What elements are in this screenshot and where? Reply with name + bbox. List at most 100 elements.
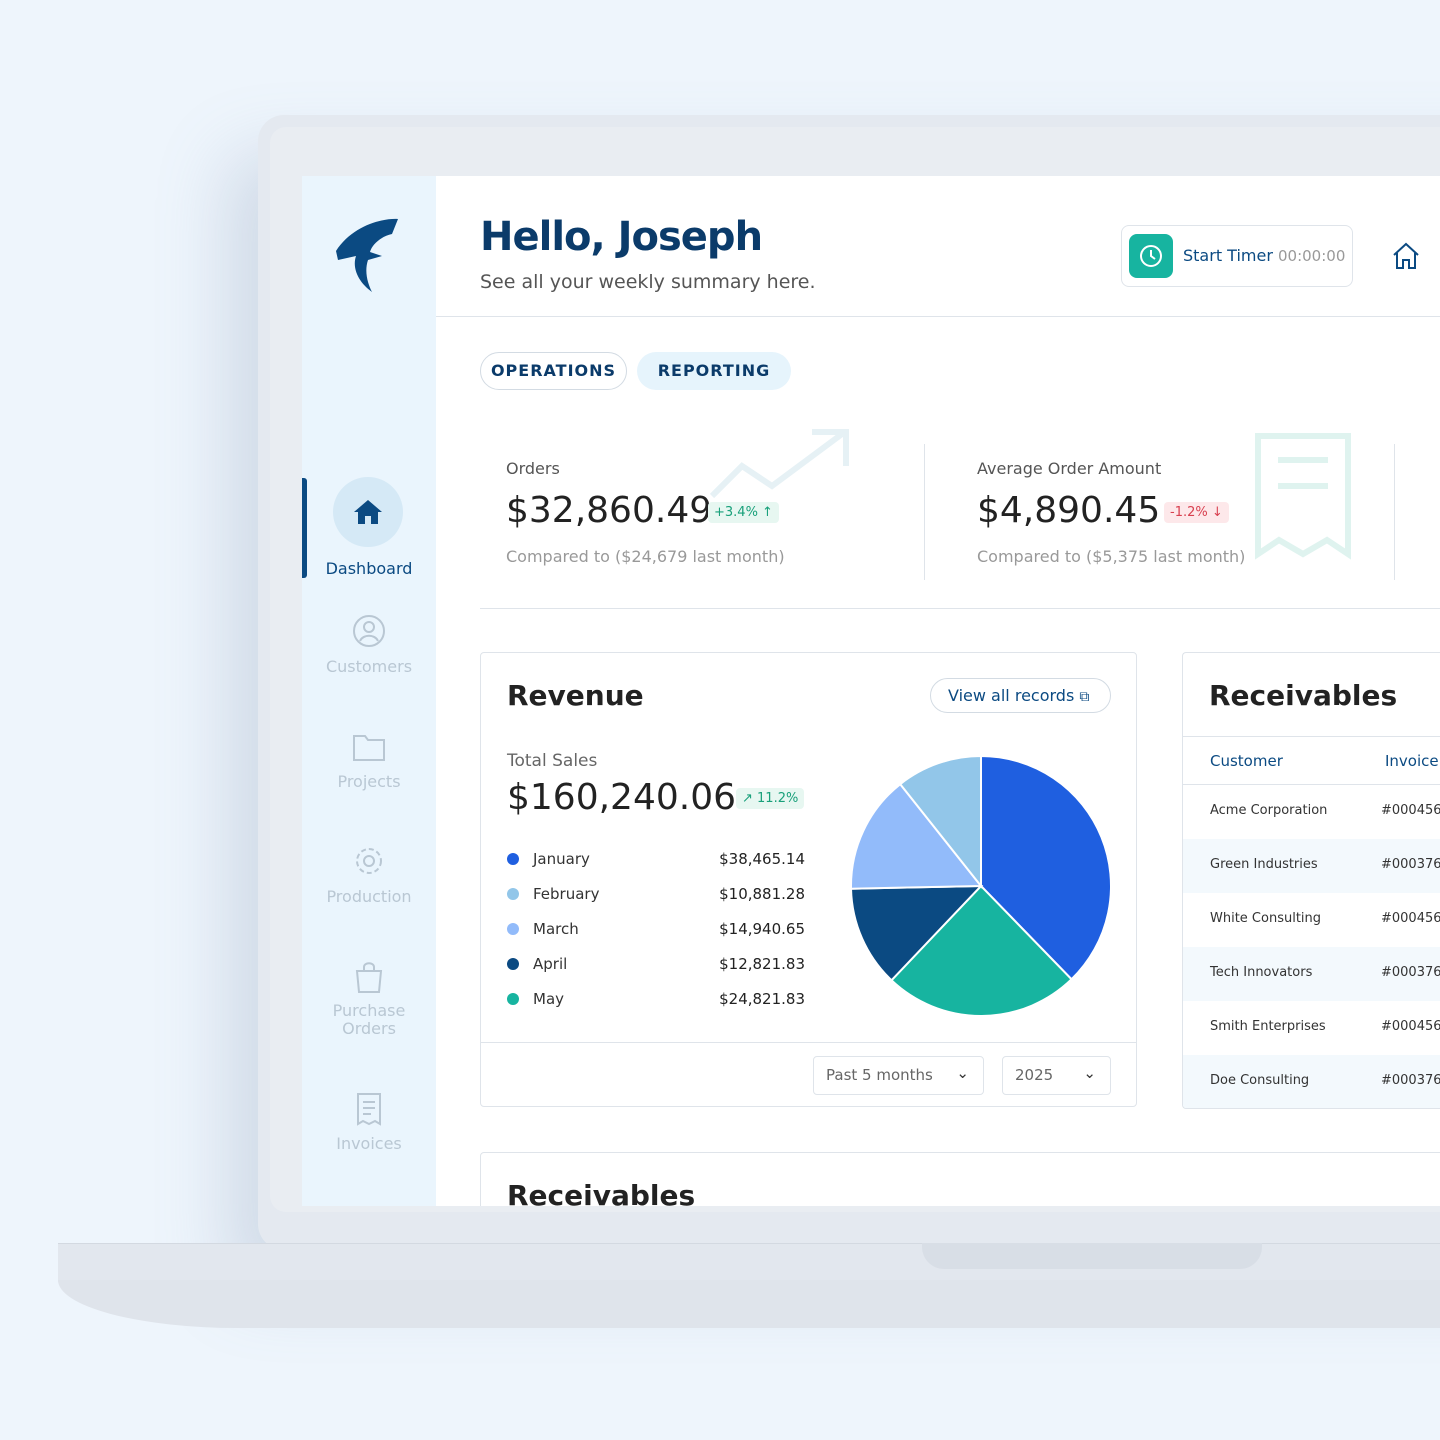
customer-cell: Doe Consulting: [1210, 1073, 1310, 1088]
invoice-cell: #0003763: [1381, 1073, 1440, 1088]
timer-value: 00:00:00: [1278, 247, 1346, 265]
legend-label: January: [532, 850, 590, 868]
home-button[interactable]: [1390, 240, 1422, 272]
legend-label: February: [533, 885, 600, 903]
header-divider: [436, 316, 1440, 317]
stat-change: -1.2% ↓: [1164, 502, 1229, 523]
column-header: Customer: [1210, 752, 1283, 770]
customer-cell: Tech Innovators: [1210, 965, 1313, 980]
chevron: ⌄: [1083, 1064, 1096, 1082]
legend-label: April: [533, 955, 567, 973]
invoice-cell: #0003763: [1381, 857, 1440, 872]
total-value: $160,240.06: [507, 777, 737, 818]
stat-note: Compared to ($5,375 last month): [977, 547, 1246, 566]
stat-title: Average Order Amount: [977, 459, 1162, 478]
stat-title: Orders: [506, 459, 560, 478]
chevron: ⌄: [956, 1064, 969, 1082]
period-select[interactable]: Past 5 months ⌄: [813, 1056, 984, 1095]
tab[interactable]: OPERATIONS: [480, 352, 627, 390]
nav-item[interactable]: Dashboard: [325, 559, 413, 578]
divider: [1183, 784, 1440, 785]
nav-item[interactable]: Production: [326, 887, 412, 906]
customers-icon: [353, 615, 385, 647]
nav-item[interactable]: Projects: [337, 772, 401, 791]
legend-label: May: [533, 990, 564, 1008]
production-icon: [356, 848, 382, 874]
table-row: Doe Consulting #0003763: [1183, 1055, 1440, 1108]
table-row: Smith Enterprises #0004567: [1183, 1001, 1440, 1055]
stat-value: $4,890.45: [977, 490, 1161, 531]
pie-slice: [850, 884, 984, 982]
table-row: Green Industries #0003763: [1183, 839, 1440, 893]
invoice-cell: #0004567: [1381, 1019, 1440, 1034]
receivables-bottom-card: Receivables: [480, 1152, 1440, 1206]
timer[interactable]: Start Timer 00:00:00: [1121, 225, 1353, 287]
table-row: Acme Corporation #0004567: [1183, 785, 1440, 839]
greeting: Hello, Joseph: [480, 214, 763, 260]
link-text: View all records: [948, 686, 1075, 705]
pie-slice: [890, 884, 1073, 1017]
invoices-icon: [357, 1093, 381, 1126]
laptop-base-bottom: [58, 1280, 1440, 1328]
pie-slice: [898, 754, 982, 889]
active-indicator: [302, 478, 307, 578]
stat-note: Compared to ($24,679 last month): [506, 547, 785, 566]
stat-change: +3.4% ↑: [708, 502, 779, 523]
view-all-button[interactable]: View all records ⧉: [930, 678, 1111, 713]
customer-cell: Smith Enterprises: [1210, 1019, 1326, 1034]
card-title: Revenue: [507, 679, 644, 712]
card-title: Receivables: [1209, 679, 1398, 712]
select-text: 2025: [1015, 1066, 1054, 1084]
legend-label: March: [533, 920, 579, 938]
card-divider: [481, 1042, 1136, 1043]
legend-swatch: [507, 853, 519, 865]
invoice-cell: #0003763: [1381, 965, 1440, 980]
home-icon: [354, 500, 382, 524]
stat-divider: [924, 444, 925, 580]
revenue-card: Revenue View all records ⧉ Total Sales $…: [480, 652, 1137, 1107]
trend-arrow: ↑: [757, 505, 773, 520]
sidebar: Dashboard Customers Projects Production …: [302, 176, 436, 1206]
customer-cell: White Consulting: [1210, 911, 1322, 926]
year-select[interactable]: 2025 ⌄: [1002, 1056, 1111, 1095]
purchase-icon: [355, 962, 383, 993]
legend-swatch: [507, 923, 519, 935]
nav-item[interactable]: Invoices: [336, 1134, 402, 1153]
nav-item[interactable]: Customers: [325, 657, 413, 676]
pie-chart: [850, 754, 1112, 1017]
tab[interactable]: REPORTING: [637, 352, 791, 390]
legend-value: $14,940.65: [719, 920, 805, 938]
card-title: Receivables: [507, 1179, 696, 1206]
legend-value: $12,821.83: [719, 955, 805, 973]
aov-decor: [1255, 433, 1351, 560]
external-icon: ⧉: [1079, 689, 1090, 705]
legend-swatch: [507, 888, 519, 900]
receivables-card: Receivables Customer Invoice Acme Corpor…: [1182, 652, 1440, 1109]
change-text: 11.2%: [757, 791, 799, 806]
subtitle: See all your weekly summary here.: [480, 271, 816, 293]
logo: [336, 218, 398, 292]
pie-slice: [980, 754, 1112, 981]
laptop-notch: [922, 1243, 1262, 1269]
legend: January $38,465.14 February $10,881.28 March…: [507, 850, 805, 1008]
table-row: Tech Innovators #0003763: [1183, 947, 1440, 1001]
total-change: ↗ 11.2%: [736, 788, 805, 809]
projects-icon: [353, 735, 385, 761]
app-screen: Dashboard Customers Projects Production …: [302, 176, 1440, 1206]
nav-item[interactable]: Purchase Orders: [332, 1001, 406, 1038]
stat-divider: [1394, 444, 1395, 580]
legend-value: $10,881.28: [719, 885, 805, 903]
legend-swatch: [507, 993, 519, 1005]
column-header: Invoice: [1385, 752, 1439, 770]
legend-value: $38,465.14: [719, 850, 805, 868]
divider: [1183, 736, 1440, 737]
select-text: Past 5 months: [826, 1066, 933, 1084]
timer-icon: [1129, 234, 1173, 278]
invoice-cell: #0004567: [1381, 803, 1440, 818]
pie-slice: [850, 782, 984, 890]
customer-cell: Green Industries: [1210, 857, 1318, 872]
stats-divider: [480, 608, 1440, 609]
total-label: Total Sales: [507, 751, 598, 771]
invoice-cell: #0004567: [1381, 911, 1440, 926]
